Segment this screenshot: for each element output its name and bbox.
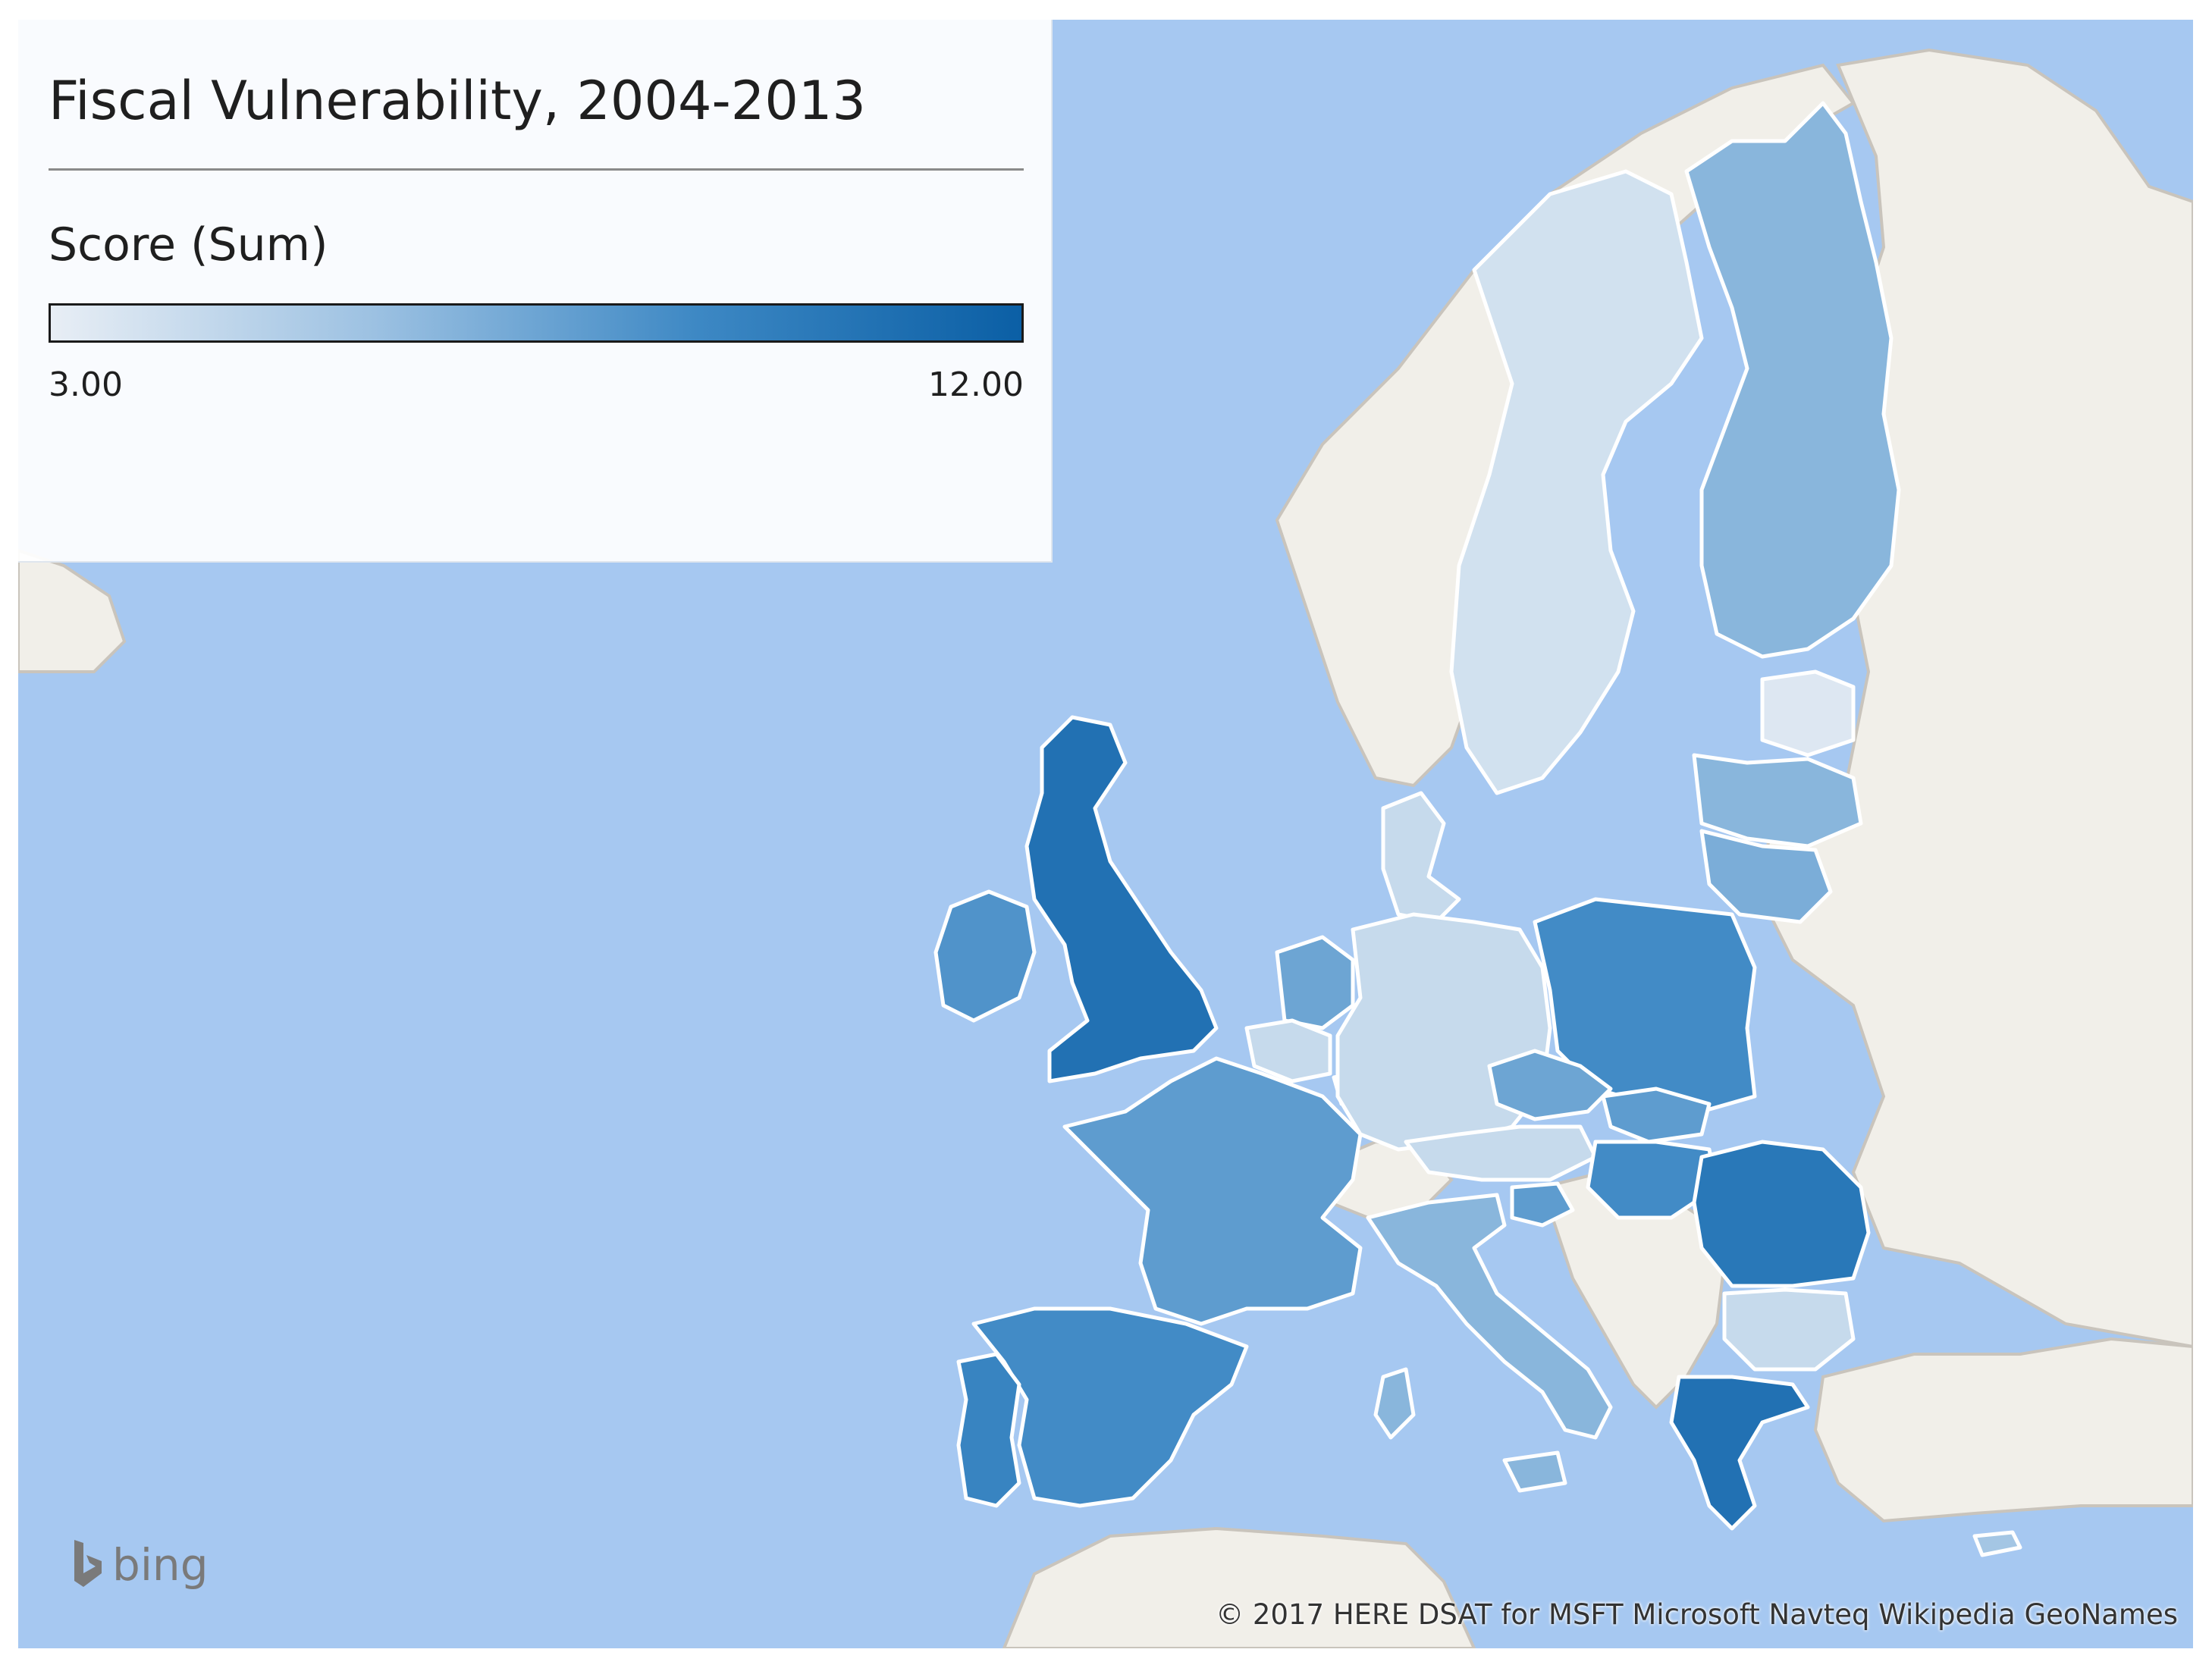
legend-max-label: 12.00 — [928, 365, 1024, 404]
map-attribution: © 2017 HERE DSAT for MSFT Microsoft Navt… — [1216, 1598, 2178, 1631]
region-netherlands[interactable]: Netherlands — [1275, 935, 1355, 1030]
region-portugal[interactable]: Portugal — [956, 1352, 1021, 1508]
legend-divider — [49, 168, 1024, 171]
region-poland[interactable]: Poland — [1533, 897, 1757, 1114]
region-latvia[interactable]: Latvia — [1692, 753, 1863, 848]
legend-panel: Fiscal Vulnerability, 2004-2013 Score (S… — [18, 20, 1053, 563]
land-turkey — [1813, 1337, 2193, 1523]
region-belgium[interactable]: Belgium — [1244, 1018, 1332, 1083]
region-slovenia[interactable]: Slovenia — [1510, 1181, 1575, 1228]
region-slovakia[interactable]: Slovakia — [1601, 1086, 1712, 1144]
region-czech-republic[interactable]: Czech Republic — [1487, 1049, 1613, 1121]
bing-icon — [74, 1540, 102, 1587]
region-cyprus[interactable]: Cyprus — [1972, 1530, 2022, 1557]
bing-logo[interactable]: bing — [73, 1539, 209, 1591]
region-sweden[interactable]: Sweden — [1449, 169, 1704, 795]
region-estonia[interactable]: Estonia — [1760, 669, 1856, 757]
legend-subtitle: Score (Sum) — [49, 218, 328, 271]
region-italy[interactable]: Italy — [1366, 1193, 1613, 1440]
land-greenland-edge — [18, 548, 127, 673]
region-romania[interactable]: Romania — [1692, 1140, 1871, 1288]
region-sardinia[interactable]: Italy — [1373, 1367, 1416, 1440]
region-sicily[interactable]: Italy — [1502, 1450, 1567, 1493]
region-france[interactable]: France — [1062, 1056, 1363, 1326]
region-spain[interactable]: Spain — [971, 1306, 1249, 1508]
choropleth-map[interactable]: Sweden Finland Estonia Latvia Lithuania … — [18, 20, 2193, 1648]
region-ireland[interactable]: Ireland — [933, 889, 1037, 1023]
legend-color-scale — [49, 303, 1024, 343]
region-united-kingdom[interactable]: United Kingdom — [1024, 715, 1219, 1083]
legend-min-label: 3.00 — [49, 365, 123, 404]
map-frame[interactable]: Sweden Finland Estonia Latvia Lithuania … — [18, 20, 2193, 1648]
region-greece[interactable]: Greece — [1669, 1375, 1810, 1531]
land-north-africa — [1002, 1526, 1476, 1648]
region-lithuania[interactable]: Lithuania — [1699, 829, 1833, 924]
region-finland[interactable]: Finland — [1684, 101, 1901, 659]
region-bulgaria[interactable]: Bulgaria — [1722, 1287, 1856, 1372]
legend-title: Fiscal Vulnerability, 2004-2013 — [49, 70, 866, 132]
bing-logo-text: bing — [112, 1539, 209, 1591]
region-denmark[interactable]: Denmark — [1381, 791, 1461, 924]
